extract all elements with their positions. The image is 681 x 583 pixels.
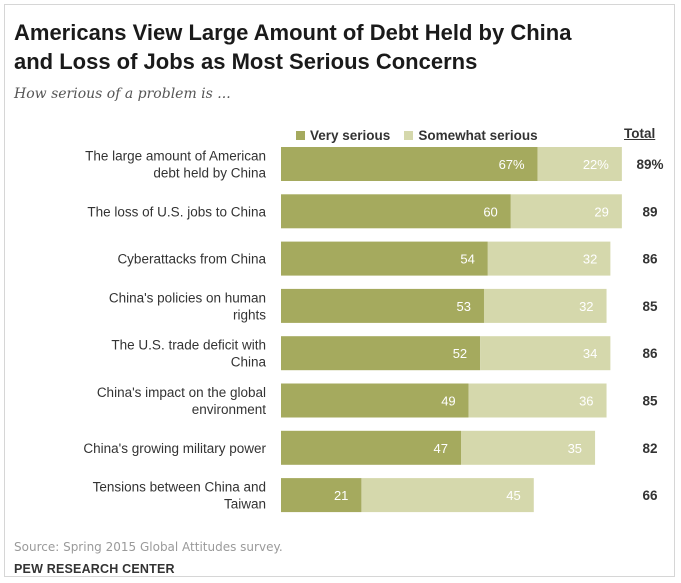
total-value: 89 [642,204,657,219]
brand-credit: PEW RESEARCH CENTER [14,562,175,576]
legend: Very serious Somewhat serious [296,126,552,144]
bar-somewhat-serious [487,241,611,276]
bar-very-serious [281,336,481,371]
category-label: China's impact on the global [97,385,266,400]
legend-label-very-serious: Very serious [310,127,391,143]
bar-very-serious [281,383,469,418]
total-value: 86 [642,252,658,267]
legend-label-somewhat-serious: Somewhat serious [418,127,538,143]
title-line-2: and Loss of Jobs as Most Serious Concern… [14,49,478,74]
bar-very-serious [281,241,488,276]
data-label-very-serious: 47 [434,441,448,456]
bar-very-serious [281,147,538,181]
total-value: 89% [636,157,663,172]
total-value: 66 [642,488,658,503]
total-value: 82 [642,441,657,456]
total-value: 85 [642,394,658,409]
data-label-somewhat-serious: 22% [583,157,609,172]
bar-very-serious [281,430,462,465]
bar-very-serious [281,194,511,229]
bar-somewhat-serious [483,288,607,323]
data-label-very-serious: 21 [334,488,348,503]
legend-swatch-somewhat-serious [404,130,414,140]
data-label-somewhat-serious: 35 [568,441,582,456]
category-label: China [231,355,267,370]
data-label-very-serious: 67% [499,157,525,172]
data-label-somewhat-serious: 29 [594,204,608,219]
data-label-very-serious: 54 [460,252,474,267]
data-label-very-serious: 49 [441,394,455,409]
bar-very-serious [281,288,484,323]
bar-somewhat-serious [480,336,611,371]
chart-frame [4,4,675,577]
legend-swatch-very-serious [296,130,305,140]
category-label: The U.S. trade deficit with [111,338,266,353]
category-label: China's growing military power [83,441,266,456]
data-label-very-serious: 60 [483,204,497,219]
bar-somewhat-serious [461,430,596,465]
category-label: environment [192,402,267,417]
bar-somewhat-serious [468,383,607,418]
data-label-very-serious: 53 [457,299,471,314]
category-label: debt held by China [153,166,266,181]
chart-subtitle: How serious of a problem is ... [14,86,231,102]
bar-somewhat-serious [361,478,534,513]
category-label: rights [233,307,266,322]
category-label: Tensions between China and [93,480,266,495]
legend-item-very-serious: Very serious [296,128,390,143]
title-line-1: Americans View Large Amount of Debt Held… [14,20,572,45]
data-label-somewhat-serious: 45 [506,488,520,503]
category-label: Taiwan [224,497,266,512]
bar-somewhat-serious [537,147,622,181]
bar-somewhat-serious [510,194,622,229]
total-column-header: Total [624,126,656,141]
data-label-somewhat-serious: 36 [579,394,593,409]
category-label: The large amount of American [85,149,266,164]
total-value: 85 [642,299,658,314]
chart-title: Americans View Large Amount of Debt Held… [14,18,674,76]
source-note: Source: Spring 2015 Global Attitudes sur… [14,540,283,554]
total-value: 86 [642,346,658,361]
data-label-somewhat-serious: 32 [583,252,597,267]
data-label-somewhat-serious: 34 [583,346,597,361]
category-label: Cyberattacks from China [117,252,266,267]
bar-very-serious [281,478,362,513]
category-label: China's policies on human [109,290,266,305]
data-label-very-serious: 52 [453,346,467,361]
data-label-somewhat-serious: 32 [579,299,593,314]
category-label: The loss of U.S. jobs to China [87,204,266,219]
legend-item-somewhat-serious: Somewhat serious [404,127,538,143]
